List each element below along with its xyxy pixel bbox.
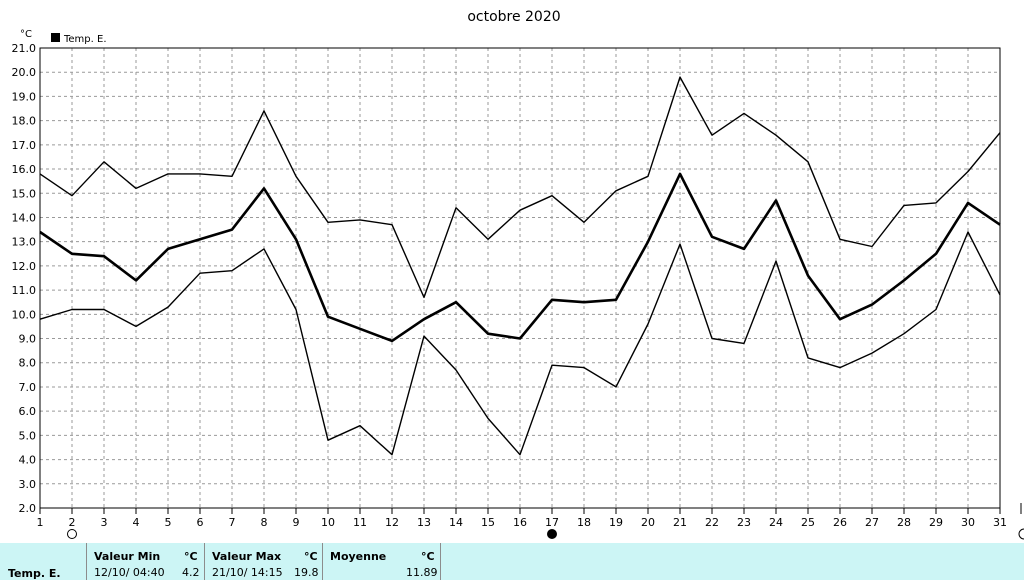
- x-tick-label: 3: [101, 516, 108, 529]
- x-tick-label: 2: [69, 516, 76, 529]
- min-value: 4.2: [182, 566, 200, 579]
- stats-separator: [322, 543, 323, 580]
- x-tick-label: 1: [37, 516, 44, 529]
- x-tick-label: 14: [449, 516, 463, 529]
- y-tick-label: 8.0: [19, 357, 37, 370]
- x-tick-label: 21: [673, 516, 687, 529]
- y-tick-label: 14.0: [12, 211, 37, 224]
- stats-panel: Temp. E. Valeur Min °C 12/10/ 04:40 4.2 …: [0, 543, 1024, 580]
- x-tick-label: 9: [293, 516, 300, 529]
- y-tick-label: 13.0: [12, 236, 37, 249]
- x-tick-label: 31: [993, 516, 1007, 529]
- y-tick-label: 5.0: [19, 429, 37, 442]
- y-tick-label: 10.0: [12, 308, 37, 321]
- stats-separator: [86, 543, 87, 580]
- legend-swatch: [51, 33, 60, 42]
- mean-header: Moyenne: [330, 550, 387, 563]
- y-tick-label: 21.0: [12, 42, 37, 55]
- y-tick-label: 20.0: [12, 66, 37, 79]
- x-ticks: 1 2 3 4 5 6 7 8 9 10 11 12 13 14 15 16 17 18 19 20 21 22 23 24 2…: [37, 508, 1007, 529]
- x-tick-label: 15: [481, 516, 495, 529]
- x-tick-label: 13: [417, 516, 431, 529]
- moon-phases: [67, 529, 557, 539]
- x-tick-label: 20: [641, 516, 655, 529]
- mean-unit: °C: [421, 550, 435, 563]
- y-tick-label: 11.0: [12, 284, 37, 297]
- y-tick-label: 17.0: [12, 139, 37, 152]
- x-tick-label: 26: [833, 516, 847, 529]
- x-tick-label: 11: [353, 516, 367, 529]
- x-tick-label: 22: [705, 516, 719, 529]
- min-header: Valeur Min: [94, 550, 161, 563]
- grid: [39, 47, 1001, 509]
- new-moon-icon: [547, 529, 557, 539]
- stats-separator: [204, 543, 205, 580]
- right-edge-moon-icon: [1018, 528, 1024, 540]
- x-tick-label: 4: [133, 516, 140, 529]
- y-tick-label: 4.0: [19, 454, 37, 467]
- x-tick-label: 28: [897, 516, 911, 529]
- x-tick-label: 25: [801, 516, 815, 529]
- max-value: 19.8: [294, 566, 319, 579]
- x-tick-label: 19: [609, 516, 623, 529]
- x-tick-label: 8: [261, 516, 268, 529]
- x-tick-label: 23: [737, 516, 751, 529]
- plot-frame: [39, 47, 1001, 509]
- x-tick-label: 29: [929, 516, 943, 529]
- x-tick-label: 27: [865, 516, 879, 529]
- x-tick-label: 24: [769, 516, 783, 529]
- x-tick-label: 5: [165, 516, 172, 529]
- y-tick-label: 9.0: [19, 333, 37, 346]
- x-tick-label: 6: [197, 516, 204, 529]
- y-tick-label: 2.0: [19, 502, 37, 515]
- mean-value: 11.89: [406, 566, 438, 579]
- y-tick-label: 12.0: [12, 260, 37, 273]
- min-date: 12/10/ 04:40: [94, 566, 165, 579]
- y-tick-label: 15.0: [12, 187, 37, 200]
- min-unit: °C: [184, 550, 198, 563]
- max-header: Valeur Max: [212, 550, 282, 563]
- max-date: 21/10/ 14:15: [212, 566, 283, 579]
- x-tick-label: 12: [385, 516, 399, 529]
- full-moon-icon: [67, 529, 77, 539]
- series-lines: [39, 76, 1001, 456]
- y-tick-label: 3.0: [19, 478, 37, 491]
- x-tick-label: 16: [513, 516, 527, 529]
- x-tick-label: 18: [577, 516, 591, 529]
- series-line-mean: [39, 172, 1001, 343]
- temperature-chart: octobre 2020 °C Temp. E. 2.0 3.0 4.0 5.0 6.0…: [12, 9, 1024, 540]
- chart-title: octobre 2020: [467, 9, 560, 25]
- y-tick-label: 16.0: [12, 163, 37, 176]
- y-axis-unit: °C: [20, 29, 32, 40]
- series-line-max: [39, 76, 1001, 299]
- y-tick-label: 6.0: [19, 405, 37, 418]
- y-tick-label: 18.0: [12, 115, 37, 128]
- x-tick-label: 10: [321, 516, 335, 529]
- series-line-min: [39, 231, 1001, 456]
- max-unit: °C: [304, 550, 318, 563]
- x-tick-label: 17: [545, 516, 559, 529]
- stats-row-label: Temp. E.: [8, 567, 61, 580]
- y-ticks: 2.0 3.0 4.0 5.0 6.0 7.0 8.0 9.0 10.0 11.0 12.0 13.0…: [12, 42, 37, 515]
- legend-label: Temp. E.: [63, 34, 107, 45]
- x-tick-label: 30: [961, 516, 975, 529]
- y-tick-label: 19.0: [12, 90, 37, 103]
- stats-separator: [440, 543, 441, 580]
- x-tick-label: 7: [229, 516, 236, 529]
- y-tick-label: 7.0: [19, 381, 37, 394]
